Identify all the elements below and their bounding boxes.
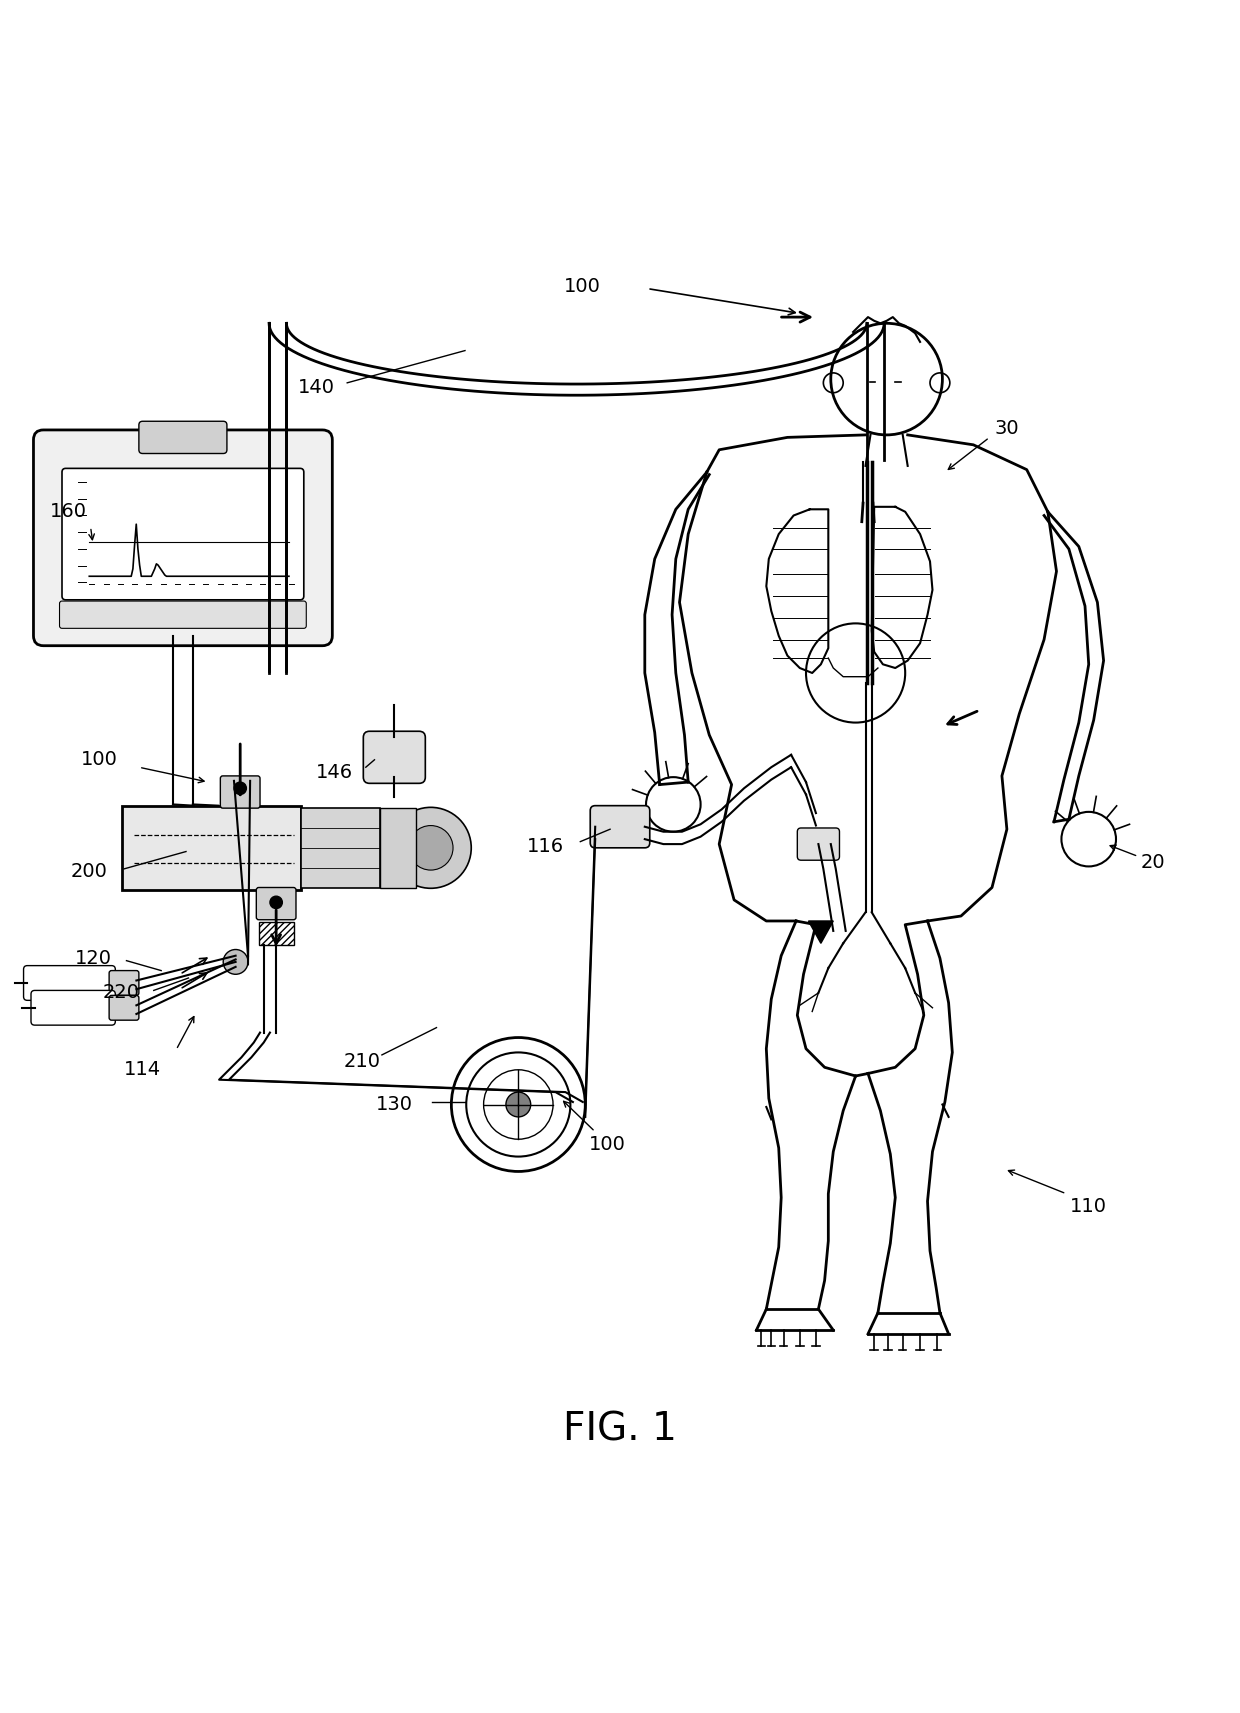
Text: 110: 110 [1070,1197,1107,1216]
FancyBboxPatch shape [122,805,301,891]
Text: FIG. 1: FIG. 1 [563,1410,677,1449]
Circle shape [506,1093,531,1117]
FancyBboxPatch shape [139,421,227,454]
Text: 146: 146 [316,762,353,781]
FancyBboxPatch shape [797,827,839,860]
FancyBboxPatch shape [109,971,139,995]
FancyBboxPatch shape [31,990,115,1024]
Text: 30: 30 [994,420,1019,439]
FancyBboxPatch shape [33,430,332,646]
FancyBboxPatch shape [381,809,417,887]
Text: 220: 220 [103,983,140,1002]
Text: 120: 120 [74,949,112,968]
FancyBboxPatch shape [62,468,304,600]
FancyBboxPatch shape [301,809,381,887]
Circle shape [270,896,283,908]
FancyBboxPatch shape [60,601,306,629]
Text: 100: 100 [589,1134,626,1153]
FancyBboxPatch shape [221,776,260,809]
Text: 210: 210 [343,1052,381,1071]
Text: 140: 140 [298,379,335,397]
Text: 200: 200 [71,862,108,880]
Circle shape [223,949,248,975]
FancyBboxPatch shape [257,887,296,920]
Text: 130: 130 [376,1095,413,1113]
Text: 100: 100 [81,750,118,769]
FancyBboxPatch shape [24,966,115,1000]
Text: 160: 160 [50,502,87,521]
Circle shape [391,807,471,889]
Text: 114: 114 [124,1060,161,1079]
Circle shape [234,783,247,795]
Circle shape [408,826,453,870]
Polygon shape [808,922,833,944]
Text: 20: 20 [1141,853,1166,872]
Text: 116: 116 [527,838,564,856]
FancyBboxPatch shape [109,995,139,1021]
FancyBboxPatch shape [259,922,294,944]
FancyBboxPatch shape [590,805,650,848]
FancyBboxPatch shape [363,731,425,783]
Text: 100: 100 [564,276,601,296]
